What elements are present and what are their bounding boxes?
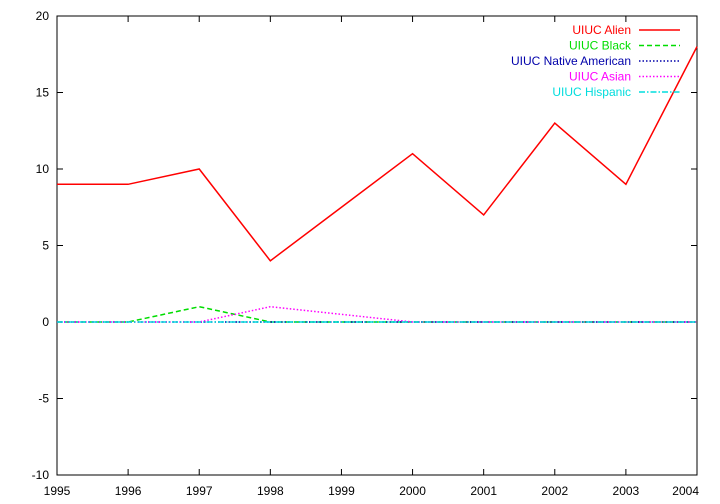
x-tick-label: 1997 bbox=[186, 484, 213, 498]
y-tick-label: 10 bbox=[36, 162, 50, 176]
x-tick-label: 2003 bbox=[613, 484, 640, 498]
x-tick-label: 1999 bbox=[328, 484, 355, 498]
x-axis: 1995 1996 1997 1998 1999 2000 2001 2002 2003 2004 bbox=[44, 16, 699, 498]
x-tick-label: 1996 bbox=[115, 484, 142, 498]
y-tick-label: -10 bbox=[32, 468, 50, 482]
y-tick-label: 20 bbox=[36, 9, 50, 23]
y-tick-label: 5 bbox=[42, 239, 49, 253]
legend-label: UIUC Alien bbox=[572, 23, 631, 37]
legend-label: UIUC Hispanic bbox=[552, 85, 631, 99]
legend-label: UIUC Asian bbox=[569, 70, 631, 84]
x-tick-label: 2002 bbox=[541, 484, 568, 498]
series-lines bbox=[56, 46, 698, 323]
x-tick-label: 2004 bbox=[672, 484, 699, 498]
series-line-uiuc-asian bbox=[57, 305, 697, 323]
y-tick-label: 0 bbox=[42, 315, 49, 329]
series-line-uiuc-alien bbox=[57, 46, 698, 262]
series-line-uiuc-black bbox=[57, 305, 697, 323]
legend-label: UIUC Black bbox=[569, 39, 632, 53]
x-tick-label: 1998 bbox=[257, 484, 284, 498]
x-tick-label: 2001 bbox=[470, 484, 497, 498]
y-tick-label: 15 bbox=[36, 86, 50, 100]
x-tick-label: 1995 bbox=[44, 484, 71, 498]
y-axis: -10 -5 0 5 10 15 20 bbox=[32, 9, 697, 482]
y-tick-label: -5 bbox=[38, 392, 49, 406]
x-tick-label: 2000 bbox=[399, 484, 426, 498]
legend-label: UIUC Native American bbox=[511, 54, 631, 68]
